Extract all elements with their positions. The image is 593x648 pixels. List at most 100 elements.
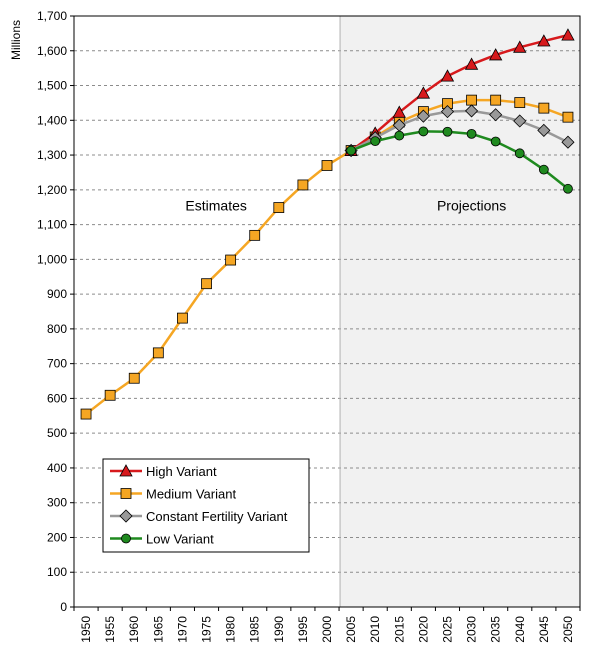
data-point	[392, 105, 406, 118]
x-tick-label: 1995	[296, 616, 310, 643]
series-line	[350, 33, 569, 152]
data-point	[418, 126, 429, 137]
data-point	[514, 148, 525, 159]
x-tick-label: 2005	[344, 616, 358, 643]
data-point	[321, 160, 333, 171]
data-point	[465, 104, 479, 118]
plot-border	[73, 15, 581, 608]
data-point	[466, 128, 477, 139]
legend-item-medium-variant: Medium Variant	[110, 487, 236, 502]
data-point	[80, 408, 92, 420]
legend-marker	[121, 533, 131, 544]
x-axis: 1950 1955 1960 1965 1970 1975 1980 1985 1990 1995…	[73, 607, 581, 643]
data-point	[416, 86, 431, 99]
data-point	[466, 94, 477, 106]
data-point	[488, 48, 503, 61]
x-tick-label: 1965	[151, 616, 165, 643]
y-tick-label: 0	[60, 600, 67, 614]
y-tick-label: 600	[47, 391, 67, 405]
data-point	[440, 69, 455, 82]
y-tick-label: 1,300	[37, 148, 67, 162]
data-point	[537, 34, 551, 47]
y-tick-label: 800	[47, 322, 67, 336]
x-tick-label: 2035	[489, 616, 503, 643]
x-tick-label: 1970	[175, 616, 189, 643]
data-point	[490, 136, 501, 147]
data-point	[561, 135, 575, 149]
legend-marker	[119, 464, 133, 477]
data-point	[177, 312, 188, 324]
data-point	[249, 229, 261, 241]
x-tick-label: 1980	[224, 616, 238, 643]
x-tick-label: 1950	[79, 616, 93, 643]
x-tick-label: 2030	[465, 616, 479, 643]
x-tick-label: 2025	[440, 616, 454, 643]
x-tick-label: 2050	[561, 616, 575, 643]
data-point	[490, 94, 502, 106]
y-axis-title: Millions	[9, 20, 23, 60]
projections-label: Projections	[437, 198, 506, 214]
legend-label: Constant Fertility Variant	[146, 509, 288, 524]
data-point	[562, 111, 574, 123]
x-tick-label: 1960	[127, 616, 141, 643]
data-point	[513, 114, 527, 128]
x-tick-label: 2045	[537, 616, 551, 643]
data-point	[538, 102, 550, 114]
data-point	[464, 57, 479, 70]
data-point	[201, 278, 212, 290]
y-tick-label: 400	[47, 461, 67, 475]
y-tick-label: 1,500	[37, 79, 67, 93]
x-tick-label: 2015	[392, 616, 406, 643]
y-tick-label: 1,200	[37, 183, 67, 197]
legend: High Variant Medium Variant Constant Ferti…	[102, 458, 310, 553]
legend-item-high-variant: High Variant	[110, 464, 217, 479]
legend-item-constant-fertility-variant: Constant Fertility Variant	[110, 509, 288, 524]
data-point	[513, 40, 527, 53]
x-tick-label: 1975	[200, 616, 214, 643]
y-tick-label: 1,600	[37, 44, 67, 58]
data-point	[346, 145, 356, 156]
x-tick-label: 2020	[416, 616, 430, 643]
y-tick-label: 1,400	[37, 113, 67, 127]
data-point	[489, 108, 503, 122]
series-line	[350, 130, 569, 190]
data-point	[128, 372, 140, 384]
y-tick-label: 700	[47, 357, 67, 371]
data-point	[416, 109, 430, 123]
y-tick-label: 900	[47, 287, 67, 301]
data-point	[514, 97, 526, 108]
x-tick-label: 1990	[272, 616, 286, 643]
x-tick-label: 2040	[513, 616, 527, 643]
data-point	[538, 164, 549, 175]
series-low-variant	[346, 126, 573, 194]
series-line	[350, 109, 569, 152]
data-point	[273, 202, 285, 213]
data-point	[442, 126, 453, 137]
data-point	[561, 28, 575, 41]
y-tick-label: 500	[47, 426, 67, 440]
legend-marker	[120, 488, 132, 499]
legend-label: Low Variant	[146, 532, 214, 547]
plot-area-projections	[340, 16, 580, 607]
data-point	[152, 347, 164, 359]
y-tick-label: 1,000	[37, 252, 67, 266]
y-tick-label: 100	[47, 565, 67, 579]
legend-box	[102, 458, 310, 553]
y-tick-label: 1,700	[37, 9, 67, 23]
x-tick-label: 1955	[103, 616, 117, 643]
y-axis: 0 100 200 300 400 500 600 700 800 900 1,000 1,100 1,…	[37, 9, 74, 614]
x-tick-label: 2010	[368, 616, 382, 643]
x-tick-label: 1985	[248, 616, 262, 643]
legend-item-low-variant: Low Variant	[110, 532, 214, 547]
data-point	[394, 130, 405, 141]
data-point	[225, 254, 237, 266]
data-point	[370, 136, 381, 147]
data-point	[440, 105, 455, 119]
estimates-label: Estimates	[185, 198, 246, 214]
y-tick-label: 1,100	[37, 218, 67, 232]
data-point	[297, 179, 309, 191]
data-point	[537, 123, 551, 137]
data-point	[104, 389, 116, 401]
